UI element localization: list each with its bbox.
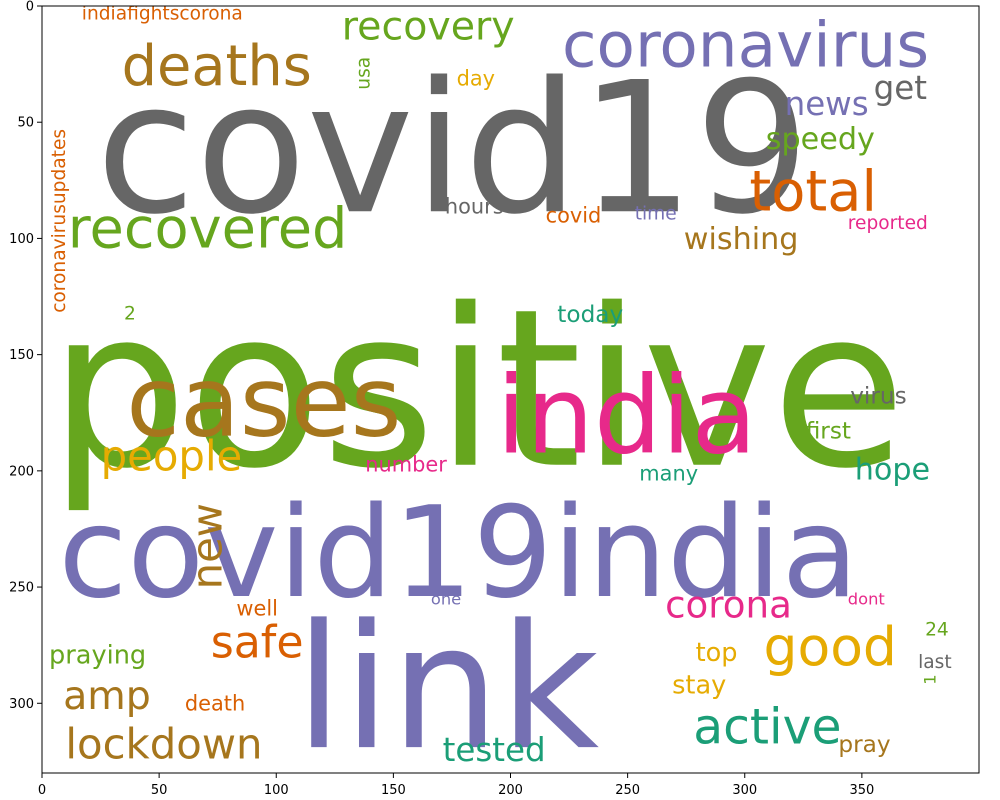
- word-last: last: [918, 652, 952, 673]
- word-time: time: [635, 204, 677, 225]
- word-top: top: [696, 638, 738, 668]
- y-tick-label: 100: [9, 232, 34, 247]
- word-today: today: [557, 301, 623, 328]
- x-tick-label: 0: [38, 783, 46, 798]
- word-tested: tested: [443, 731, 546, 769]
- word-deaths: deaths: [122, 34, 312, 99]
- word-wishing: wishing: [684, 222, 799, 257]
- word-dont: dont: [848, 589, 885, 608]
- word-day: day: [457, 66, 495, 90]
- word-usa: usa: [354, 57, 375, 90]
- word-get: get: [874, 69, 927, 107]
- x-axis: 0 50 100 150 200 250 300 350: [38, 773, 874, 798]
- word-total: total: [749, 159, 877, 224]
- plot-background: [42, 6, 979, 773]
- word-24: 24: [925, 620, 949, 641]
- word-covid19india: covid19india: [58, 480, 858, 626]
- word-india: india: [496, 355, 757, 479]
- word-hope: hope: [855, 452, 930, 487]
- word-corona: corona: [665, 582, 792, 626]
- x-tick-label: 300: [732, 783, 757, 798]
- word-recovery: recovery: [342, 4, 515, 50]
- y-tick-label: 150: [9, 348, 34, 363]
- word-recovered: recovered: [68, 197, 348, 262]
- x-tick-label: 100: [264, 783, 289, 798]
- word-many: many: [639, 462, 698, 486]
- word-death: death: [185, 692, 245, 716]
- word-people: people: [101, 431, 243, 480]
- word-hours: hours: [445, 194, 504, 218]
- word-positive: positive: [49, 262, 906, 517]
- x-tick-label: 350: [849, 783, 874, 798]
- word-coronavirusupdates: coronavirusupdates: [49, 129, 70, 313]
- word-covid: covid: [546, 204, 602, 228]
- word-amp: amp: [63, 673, 151, 719]
- word-praying: praying: [49, 641, 146, 671]
- x-tick-label: 250: [615, 783, 640, 798]
- y-axis: 0 50 100 150 200 250 300: [9, 0, 42, 712]
- x-tick-label: 50: [151, 783, 168, 798]
- word-active: active: [693, 699, 841, 756]
- word-lockdown: lockdown: [65, 720, 262, 769]
- word-new: new: [183, 503, 232, 589]
- word-safe: safe: [211, 617, 304, 668]
- word-covid19: covid19: [96, 43, 810, 254]
- word-well: well: [236, 596, 278, 620]
- word-good: good: [764, 615, 897, 678]
- y-tick-label: 250: [9, 581, 34, 596]
- word-number: number: [365, 452, 447, 476]
- word-virus: virus: [850, 383, 906, 410]
- y-tick-label: 0: [26, 0, 34, 15]
- word-stay: stay: [672, 671, 726, 701]
- word-2: 2: [124, 304, 136, 325]
- word-coronavirus: coronavirus: [562, 8, 929, 81]
- y-tick-label: 300: [9, 697, 34, 712]
- x-tick-label: 200: [498, 783, 523, 798]
- word-pray: pray: [838, 731, 890, 758]
- word-first: first: [806, 417, 851, 444]
- word-news: news: [785, 85, 869, 123]
- y-tick-label: 200: [9, 464, 34, 479]
- word-reported: reported: [848, 213, 928, 234]
- y-tick-label: 50: [17, 116, 34, 131]
- x-tick-label: 150: [381, 783, 406, 798]
- word-indiafightscorona: indiafightscorona: [82, 4, 243, 25]
- word-one: one: [431, 589, 461, 608]
- word-cases: cases: [126, 345, 401, 459]
- word-link: link: [295, 587, 600, 788]
- word-speedy: speedy: [766, 122, 875, 157]
- word-1: 1: [920, 674, 939, 684]
